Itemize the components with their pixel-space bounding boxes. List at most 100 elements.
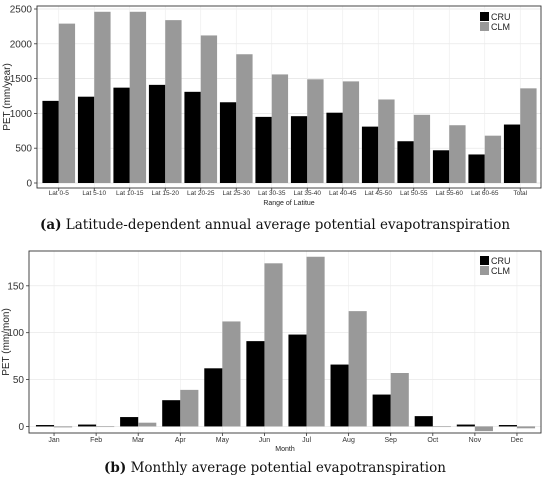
legend-swatch-clm xyxy=(480,266,489,275)
x-tick-label: Lat 60-65 xyxy=(471,190,499,197)
bar-cru xyxy=(468,154,485,183)
bar-cru xyxy=(503,124,521,183)
x-tick-label: Lat 10-15 xyxy=(116,190,144,197)
bar-cru xyxy=(42,100,59,183)
bar-clm xyxy=(180,389,199,427)
bar-clm xyxy=(54,426,73,428)
y-tick-label: 0 xyxy=(26,179,32,190)
caption-b-text: Monthly average potential evapotranspira… xyxy=(130,460,446,476)
bar-clm xyxy=(200,35,218,184)
caption-a-label: (a) xyxy=(39,217,62,233)
legend-label-cru: CRU xyxy=(491,256,511,266)
x-axis-title: Range of Latitue xyxy=(263,200,314,207)
x-tick-label: Lat 15-20 xyxy=(152,190,180,197)
bar-clm xyxy=(138,422,157,427)
plot-frame xyxy=(36,5,542,189)
bar-cru xyxy=(120,417,139,427)
x-tick-label: Total xyxy=(513,190,527,197)
bar-cru xyxy=(204,368,223,427)
bar-clm xyxy=(58,23,76,184)
plot-background xyxy=(29,251,541,433)
x-tick-label: Lat 0-5 xyxy=(49,190,70,197)
x-tick-label: Lat 5-10 xyxy=(82,190,106,197)
bar-cru xyxy=(246,341,265,427)
y-tick-label: 500 xyxy=(15,144,32,155)
bar-clm xyxy=(520,88,537,183)
y-tick-label: 1000 xyxy=(10,109,33,120)
bar-cru xyxy=(162,400,181,427)
bar-clm xyxy=(390,373,409,427)
x-tick-label: Mar xyxy=(132,437,145,444)
x-tick-label: May xyxy=(216,437,230,444)
bar-cru xyxy=(372,394,391,427)
caption-b: (b) Monthly average potential evapotrans… xyxy=(0,460,550,476)
bar-clm xyxy=(129,11,147,184)
bar-clm xyxy=(342,81,360,183)
y-tick-label: 150 xyxy=(7,281,24,292)
y-tick-label: 1500 xyxy=(10,74,33,85)
x-tick-label: Aug xyxy=(342,437,355,444)
caption-a: (a) Latitude-dependent annual average po… xyxy=(0,217,550,233)
x-tick-label: Jan xyxy=(48,437,59,444)
bar-cru xyxy=(219,102,237,183)
y-tick-label: 50 xyxy=(13,375,25,386)
y-axis-title: PET (mm/mon) xyxy=(1,308,12,376)
bar-clm xyxy=(165,20,182,183)
bar-clm xyxy=(307,79,324,183)
x-tick-label: Lat 45-50 xyxy=(365,190,393,197)
caption-a-text: Latitude-dependent annual average potent… xyxy=(65,217,511,233)
caption-b-label: (b) xyxy=(104,460,127,476)
x-axis-title: Month xyxy=(275,446,295,453)
x-tick-label: Lat 50-55 xyxy=(400,190,428,197)
bar-cru xyxy=(184,91,201,183)
bar-clm xyxy=(516,426,536,429)
x-tick-label: Jun xyxy=(259,437,270,444)
y-tick-label: 100 xyxy=(7,328,24,339)
y-tick-label: 0 xyxy=(18,422,24,433)
y-axis-title: PET (mm/year) xyxy=(2,63,13,131)
bar-clm xyxy=(449,125,466,183)
bar-cru xyxy=(432,150,450,183)
bar-clm xyxy=(413,114,431,183)
x-tick-label: Sep xyxy=(384,437,397,444)
x-tick-label: Oct xyxy=(427,437,438,444)
legend-label-cru: CRU xyxy=(491,12,511,22)
bar-cru xyxy=(414,416,433,427)
x-tick-label: Lat 25-30 xyxy=(223,190,251,197)
bar-cru xyxy=(397,141,414,183)
legend-label-clm: CLM xyxy=(491,266,510,276)
x-tick-label: Lat 35-40 xyxy=(294,190,322,197)
x-tick-label: Feb xyxy=(90,437,102,444)
y-tick-label: 2000 xyxy=(10,39,33,50)
bar-cru xyxy=(77,96,95,183)
bar-cru xyxy=(361,126,379,183)
chart-0: 0 500 1000 1500 2000 2500 Lat 0-5 Lat 5-10 Lat 1… xyxy=(2,5,542,207)
x-tick-label: Lat 55-60 xyxy=(436,190,464,197)
x-tick-label: Nov xyxy=(469,437,482,444)
bar-cru xyxy=(498,425,517,427)
bar-clm xyxy=(222,321,241,427)
bar-cru xyxy=(113,87,130,183)
x-tick-label: Lat 40-45 xyxy=(329,190,357,197)
bar-cru xyxy=(35,425,55,427)
chart-1: 0 50 100 150 Jan Feb Mar Apr May Jun Jul Aug Sep Oct N… xyxy=(1,250,542,453)
bar-clm xyxy=(236,54,253,183)
legend-swatch-clm xyxy=(480,22,489,31)
legend-swatch-cru xyxy=(480,256,489,265)
legend-label-clm: CLM xyxy=(491,22,510,32)
x-tick-label: Apr xyxy=(175,437,187,444)
bar-clm xyxy=(348,311,367,427)
bar-clm xyxy=(378,99,395,183)
bar-cru xyxy=(78,424,97,427)
bar-clm xyxy=(432,426,451,428)
bar-cru xyxy=(456,424,475,427)
bar-clm xyxy=(271,74,289,183)
bar-cru xyxy=(326,112,343,183)
bar-clm xyxy=(306,256,325,427)
bar-cru xyxy=(330,364,349,427)
bar-clm xyxy=(484,135,502,183)
x-tick-label: Lat 20-25 xyxy=(187,190,215,197)
bar-cru xyxy=(290,116,308,183)
bar-cru xyxy=(255,116,272,183)
